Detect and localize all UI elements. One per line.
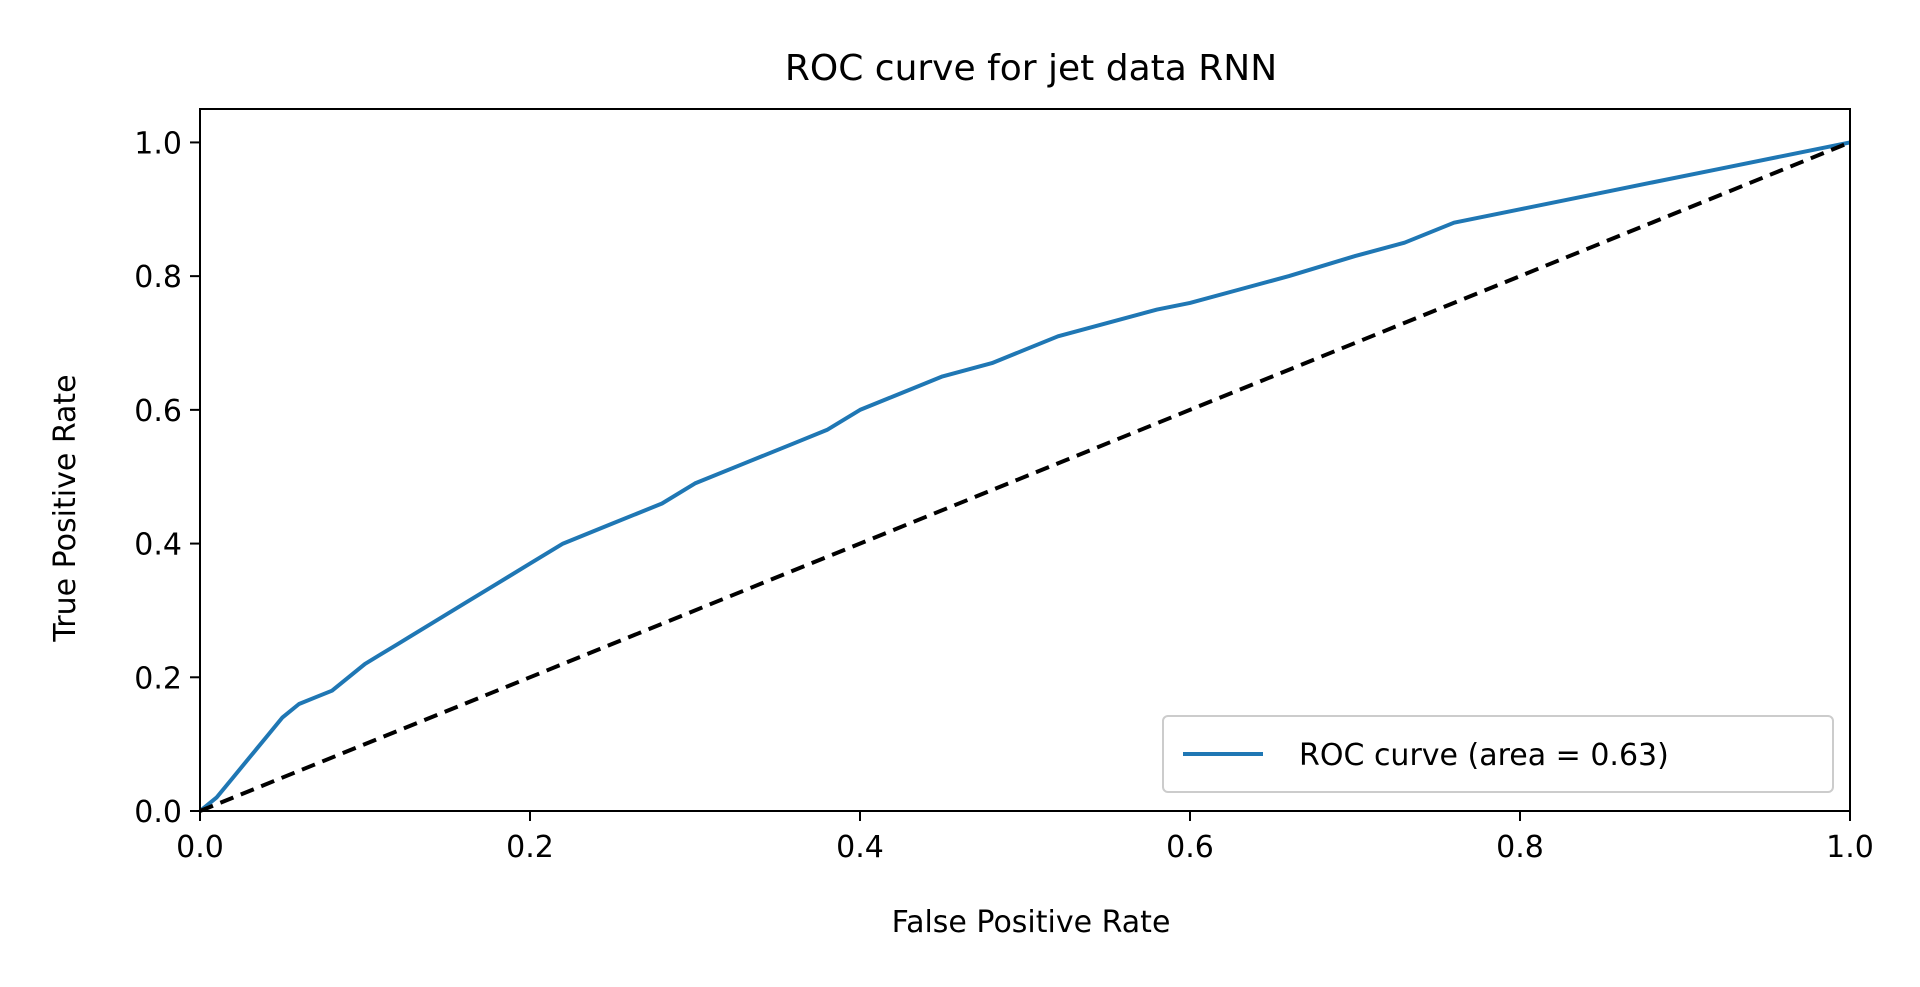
x-tick-label: 0.0	[176, 830, 224, 865]
legend-label-roc-curve: ROC curve (area = 0.63)	[1299, 738, 1669, 773]
x-tick-label: 1.0	[1826, 830, 1874, 865]
y-tick-label: 1.0	[134, 126, 182, 161]
roc-curve-line	[198, 140, 1851, 813]
x-tick-label: 0.2	[506, 830, 554, 865]
y-tick-label: 0.4	[134, 528, 182, 563]
plot-area	[198, 108, 1851, 813]
x-axis-label: False Positive Rate	[892, 905, 1171, 940]
y-axis-ticks: 0.0 0.2 0.4 0.6 0.8 1.0	[134, 126, 200, 830]
x-tick-label: 0.6	[1166, 830, 1214, 865]
y-tick-label: 0.2	[134, 661, 182, 696]
y-tick-label: 0.0	[134, 795, 182, 830]
legend-box	[1162, 715, 1834, 793]
x-tick-label: 0.4	[836, 830, 884, 865]
x-axis-ticks: 0.0 0.2 0.4 0.6 0.8 1.0	[176, 811, 1874, 865]
chance-diagonal-line	[199, 140, 1851, 813]
legend: ROC curve (area = 0.63)	[1162, 715, 1834, 793]
y-tick-label: 0.8	[134, 260, 182, 295]
x-tick-label: 0.8	[1496, 830, 1544, 865]
axes-frame	[199, 108, 1851, 812]
y-axis-label: True Positive Rate	[48, 374, 83, 642]
y-tick-label: 0.6	[134, 394, 182, 429]
chart-title: ROC curve for jet data RNN	[785, 48, 1277, 89]
